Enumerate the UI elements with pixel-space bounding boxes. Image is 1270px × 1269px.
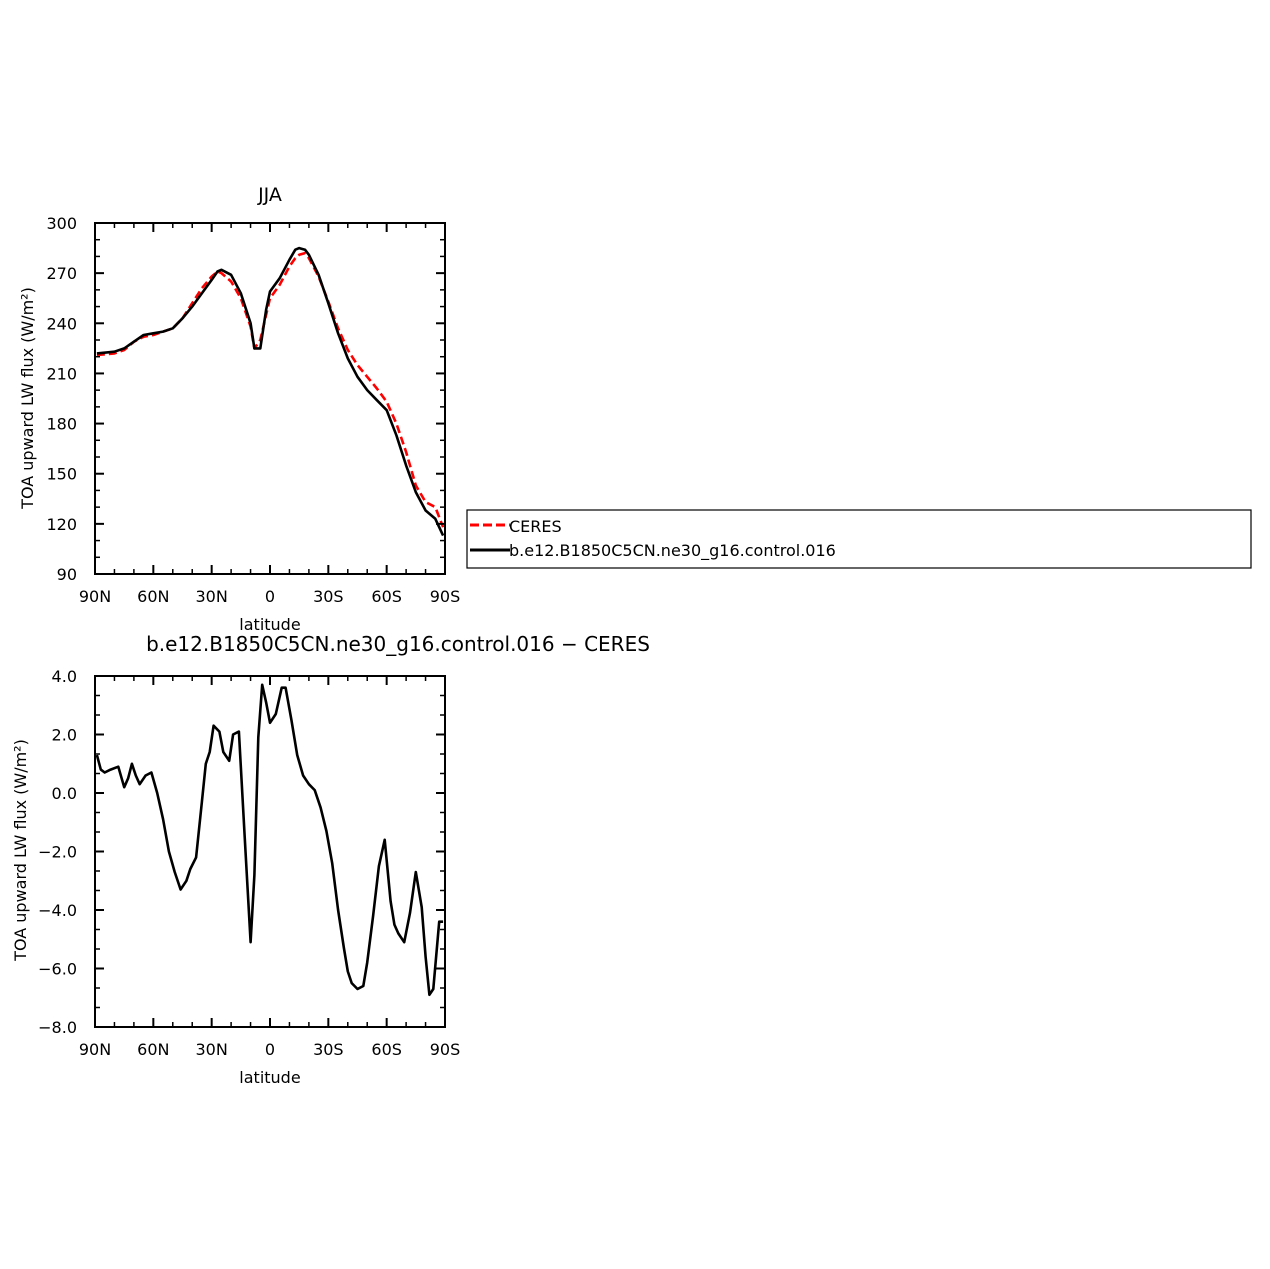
top-x-tick-label: 30S — [313, 587, 344, 606]
top-y-tick-label: 240 — [46, 314, 77, 333]
top-y-tick-label: 90 — [57, 565, 77, 584]
bottom-x-tick-label: 60N — [137, 1040, 169, 1059]
top-x-tick-label: 0 — [265, 587, 275, 606]
bottom-chart-ylabel: TOA upward LW flux (W/m²) — [11, 739, 30, 962]
bottom-chart-xlabel: latitude — [239, 1068, 300, 1087]
top-y-tick-label: 270 — [46, 264, 77, 283]
bottom-y-tick-label: 2.0 — [52, 726, 77, 745]
top-chart-panel: JJA 90N 60N 30N 0 30S 60S 90S 90 120 150 180 210 240… — [18, 184, 460, 634]
bottom-chart-frame — [94, 675, 446, 1028]
top-chart-ylabel: TOA upward LW flux (W/m²) — [18, 287, 37, 510]
legend: CERES b.e12.B1850C5CN.ne30_g16.control.0… — [466, 509, 1252, 569]
bottom-y-tick-label: 4.0 — [52, 667, 77, 686]
top-x-tick-label: 60S — [371, 587, 402, 606]
bottom-chart-title: b.e12.B1850C5CN.ne30_g16.control.016 − C… — [146, 632, 650, 656]
bottom-x-tick-label: 30S — [313, 1040, 344, 1059]
bottom-x-tick-label: 30N — [196, 1040, 228, 1059]
top-chart-xlabel: latitude — [239, 615, 300, 634]
top-y-tick-label: 180 — [46, 415, 77, 434]
bottom-series-line-0 — [95, 683, 444, 997]
legend-box — [466, 509, 1252, 569]
bottom-x-tick-label: 90S — [430, 1040, 461, 1059]
bottom-x-tick-label: 60S — [371, 1040, 402, 1059]
top-x-tick-label: 60N — [137, 587, 169, 606]
top-x-tick-label: 90N — [79, 587, 111, 606]
top-series-line-1 — [96, 246, 445, 537]
top-y-tick-label: 150 — [46, 465, 77, 484]
bottom-y-tick-label: −4.0 — [38, 901, 77, 920]
bottom-y-tick-label: 0.0 — [52, 784, 77, 803]
top-x-tick-label: 90S — [430, 587, 461, 606]
legend-label-model: b.e12.B1850C5CN.ne30_g16.control.016 — [509, 541, 836, 561]
bottom-x-tick-label: 90N — [79, 1040, 111, 1059]
top-chart-frame — [94, 222, 446, 575]
top-y-tick-label: 120 — [46, 515, 77, 534]
top-chart-title: JJA — [257, 184, 282, 206]
bottom-x-tick-label: 0 — [265, 1040, 275, 1059]
legend-label-ceres: CERES — [509, 517, 562, 536]
bottom-chart-panel: b.e12.B1850C5CN.ne30_g16.control.016 − C… — [11, 632, 650, 1087]
top-y-tick-label: 300 — [46, 214, 77, 233]
top-y-tick-label: 210 — [46, 364, 77, 383]
bottom-y-tick-label: −8.0 — [38, 1018, 77, 1037]
bottom-y-tick-label: −2.0 — [38, 843, 77, 862]
top-x-tick-label: 30N — [196, 587, 228, 606]
bottom-y-tick-label: −6.0 — [38, 960, 77, 979]
